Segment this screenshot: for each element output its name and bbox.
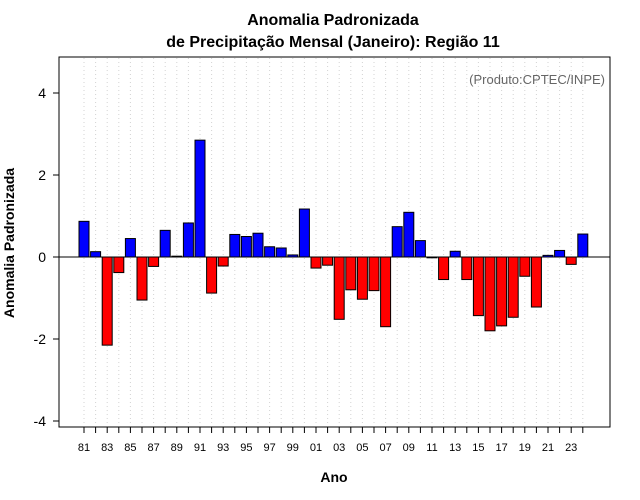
x-axis-title: Ano (320, 469, 347, 485)
bar-98 (275, 247, 287, 258)
x-tick-label: 89 (171, 442, 183, 454)
bar-92 (206, 256, 218, 294)
bar-21 (542, 254, 554, 258)
x-tick-label: 13 (449, 442, 461, 454)
bar-93 (217, 256, 229, 267)
y-tick-label: -2 (34, 331, 47, 347)
bar-87 (148, 256, 160, 267)
y-tick-label: -4 (34, 413, 47, 429)
bar-17 (496, 256, 508, 327)
y-axis: -4 -2 0 2 4 (34, 85, 59, 429)
x-tick-label: 15 (472, 442, 484, 454)
x-tick-label: 09 (403, 442, 415, 454)
bar-88 (159, 229, 171, 258)
y-tick-label: 4 (38, 85, 46, 101)
plot-frame (58, 56, 611, 428)
x-tick-label: 11 (426, 442, 437, 454)
bar-99 (287, 254, 299, 258)
annotation-text: (Produto:CPTEC/INPE) (469, 72, 605, 87)
bar-08 (391, 226, 403, 258)
bar-24 (577, 233, 589, 258)
bar-97 (264, 246, 276, 258)
bar-15 (472, 256, 484, 317)
y-axis-title: Anomalia Padronizada (1, 168, 17, 318)
x-tick-label: 03 (333, 442, 345, 454)
x-tick-label: 87 (147, 442, 159, 454)
x-tick-label: 81 (78, 442, 90, 454)
bar-96 (252, 232, 264, 258)
bar-18 (507, 256, 519, 318)
x-tick-label: 83 (101, 442, 113, 454)
x-tick-label: 93 (217, 442, 229, 454)
bar-22 (554, 249, 566, 258)
bar-14 (461, 256, 473, 281)
y-tick-label: 0 (38, 249, 46, 265)
bar-11 (426, 256, 438, 259)
bar-86 (136, 256, 148, 301)
x-axis: 81 83 85 87 89 91 93 95 97 99 01 03 05 07 09 11 13 15 17 19… (78, 427, 584, 454)
x-tick-label: 19 (519, 442, 531, 454)
bar-05 (356, 256, 368, 300)
x-tick-label: 05 (356, 442, 368, 454)
bar-13 (449, 250, 461, 258)
x-tick-label: 91 (194, 442, 206, 454)
bar-84 (113, 256, 125, 274)
x-tick-label: 97 (263, 442, 275, 454)
y-tick-label: 2 (38, 167, 46, 183)
bar-82 (90, 251, 102, 258)
bar-16 (484, 256, 496, 332)
bar-07 (380, 256, 392, 328)
bar-20 (530, 256, 542, 308)
bars (78, 139, 589, 346)
bar-04 (345, 256, 357, 291)
bar-85 (124, 238, 136, 258)
bar-89 (171, 255, 183, 258)
grid-lines (83, 58, 584, 426)
chart-title: Anomalia Padronizada (247, 12, 419, 29)
bar-83 (101, 256, 113, 346)
bar-00 (298, 208, 310, 258)
bar-01 (310, 256, 322, 269)
bar-09 (403, 211, 415, 258)
bar-91 (194, 139, 206, 258)
x-tick-label: 01 (310, 442, 322, 454)
bar-03 (333, 256, 345, 320)
x-tick-label: 23 (565, 442, 577, 454)
bar-12 (438, 256, 450, 281)
bar-90 (182, 222, 194, 258)
bar-02 (322, 256, 334, 266)
chart-subtitle: de Precipitação Mensal (Janeiro): Região… (166, 34, 500, 51)
bar-94 (229, 233, 241, 258)
bar-06 (368, 256, 380, 292)
bar-23 (565, 256, 577, 265)
x-tick-label: 07 (379, 442, 391, 454)
bar-19 (519, 256, 531, 277)
x-tick-label: 95 (240, 442, 252, 454)
x-tick-label: 85 (124, 442, 136, 454)
bar-81 (78, 220, 90, 258)
bar-95 (240, 236, 252, 258)
x-tick-label: 99 (287, 442, 299, 454)
x-tick-label: 21 (542, 442, 554, 454)
x-tick-label: 17 (495, 442, 507, 454)
bar-10 (414, 240, 426, 258)
